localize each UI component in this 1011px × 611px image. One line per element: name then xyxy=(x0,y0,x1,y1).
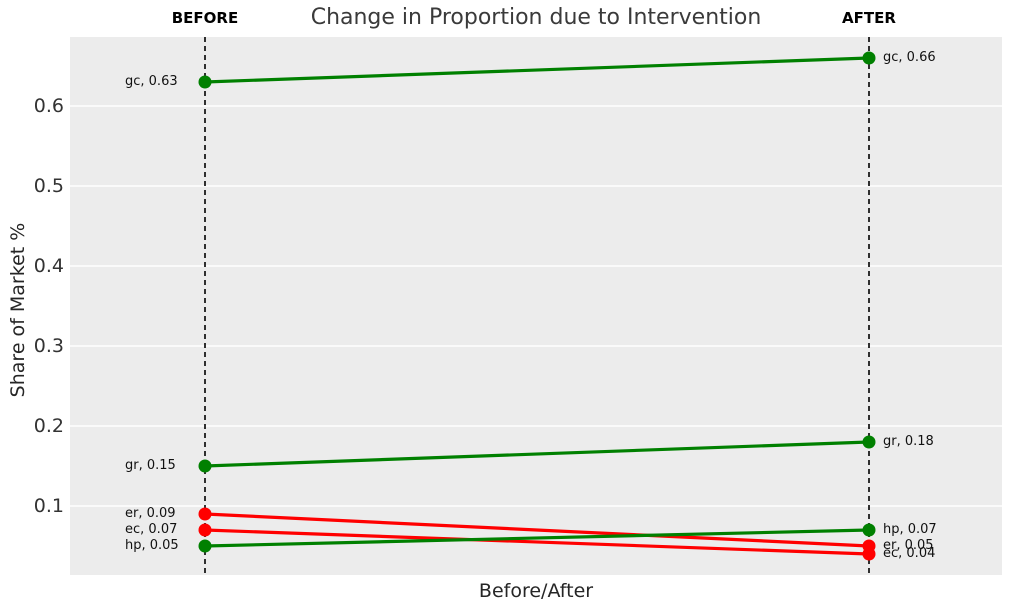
slope-line-ec xyxy=(204,528,870,556)
after-column-header: AFTER xyxy=(842,9,896,27)
slope-line-gc xyxy=(204,56,870,84)
data-point-gr-after xyxy=(862,435,876,449)
data-point-ec-after xyxy=(862,547,876,561)
point-label-er-after: er, 0.05 xyxy=(883,538,934,553)
data-point-hp-after xyxy=(862,523,876,537)
y-tick-label-0.5: 0.5 xyxy=(33,175,64,197)
data-point-gc-after xyxy=(862,51,876,65)
slope-chart-canvas xyxy=(70,37,1002,575)
point-label-gr-before: gr, 0.15 xyxy=(125,458,176,473)
slope-line-gr xyxy=(204,440,870,468)
y-tick-label-0.2: 0.2 xyxy=(33,415,64,437)
slope-line-er xyxy=(204,512,870,548)
point-label-gr-after: gr, 0.18 xyxy=(883,434,934,449)
y-tick-label-0.6: 0.6 xyxy=(33,95,64,117)
data-point-gr-before xyxy=(198,459,212,473)
y-axis-label: Share of Market % xyxy=(7,222,29,398)
point-label-ec-before: ec, 0.07 xyxy=(125,522,178,537)
slope-line-hp xyxy=(204,528,870,548)
y-tick-label-0.4: 0.4 xyxy=(33,255,64,277)
plot-panel xyxy=(70,37,1002,575)
point-label-gc-after: gc, 0.66 xyxy=(883,50,936,65)
point-label-er-before: er, 0.09 xyxy=(125,506,176,521)
before-column-header: BEFORE xyxy=(171,9,239,27)
data-point-hp-before xyxy=(198,539,212,553)
point-label-hp-before: hp, 0.05 xyxy=(125,538,179,553)
data-point-er-before xyxy=(198,507,212,521)
x-axis-label: Before/After xyxy=(478,580,594,602)
point-label-hp-after: hp, 0.07 xyxy=(883,522,937,537)
y-tick-label-0.1: 0.1 xyxy=(33,495,64,517)
data-point-ec-before xyxy=(198,523,212,537)
chart-title: Change in Proportion due to Intervention xyxy=(310,5,762,30)
point-label-gc-before: gc, 0.63 xyxy=(125,74,178,89)
data-point-gc-before xyxy=(198,75,212,89)
point-label-ec-after: ec, 0.04 xyxy=(883,546,936,561)
y-tick-label-0.3: 0.3 xyxy=(33,335,64,357)
